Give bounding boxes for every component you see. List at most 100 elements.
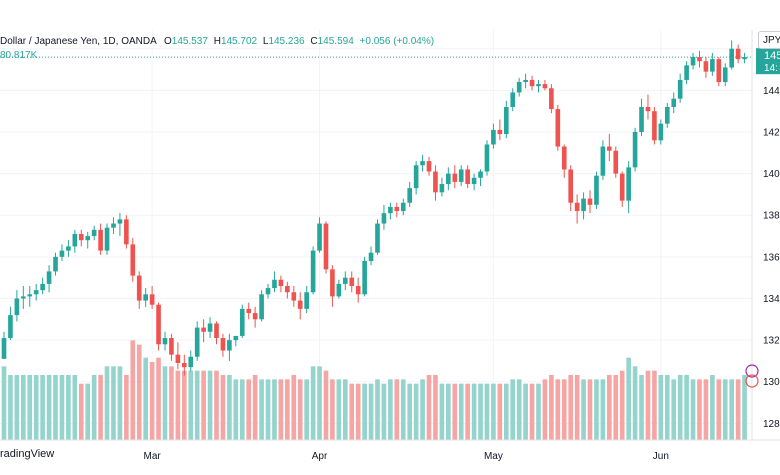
volume-bar — [130, 340, 136, 440]
volume-bar — [149, 362, 155, 440]
volume-bar — [587, 379, 593, 440]
volume-bar — [420, 379, 425, 440]
volume-bar — [426, 375, 432, 440]
close-value: 145.594 — [317, 36, 354, 47]
volume-bar — [684, 375, 689, 440]
volume-bar — [523, 383, 528, 440]
volume-bar — [400, 379, 406, 440]
volume-bar — [265, 379, 271, 440]
volume-bar — [388, 379, 393, 440]
candle-body — [201, 327, 206, 332]
volume-bar — [317, 366, 322, 440]
volume-bar — [452, 383, 458, 440]
x-tick-label: Mar — [143, 451, 161, 462]
last-price-label: 145 — [764, 50, 780, 62]
candle-body — [555, 109, 561, 147]
volume-bar — [8, 375, 13, 440]
y-tick-label: 140 — [763, 169, 780, 180]
grid-layer — [0, 30, 752, 440]
candle-body — [729, 48, 734, 68]
currency-button[interactable]: JPY — [758, 31, 780, 49]
candle-body — [523, 79, 528, 83]
candle-body — [175, 354, 181, 363]
candle-body — [207, 323, 213, 332]
symbol-title[interactable]: Dollar / Japanese Yen, 1D, OANDA — [0, 36, 157, 47]
volume-bar — [304, 379, 309, 440]
candle-body — [304, 292, 309, 309]
volume-bar — [677, 375, 683, 440]
candle-body — [162, 338, 168, 345]
candle-body — [246, 308, 252, 314]
volume-bar — [613, 375, 619, 440]
candle-body — [233, 335, 239, 341]
candle-body — [227, 340, 232, 351]
volume-bar — [503, 383, 509, 440]
candle-body — [716, 59, 722, 83]
candle-body — [742, 57, 747, 60]
volume-bar — [471, 383, 477, 440]
legend-row: Dollar / Japanese Yen, 1D, OANDA O145.53… — [0, 36, 434, 47]
candle-body — [478, 171, 483, 178]
candle-body — [27, 294, 33, 297]
candle-body — [59, 250, 65, 257]
volume-bar — [690, 379, 696, 440]
candle-body — [317, 223, 322, 251]
candle-body — [278, 279, 284, 286]
volume-bar — [272, 379, 277, 440]
candle-body — [272, 279, 277, 289]
volume-bar — [413, 383, 419, 440]
volume-bar — [91, 375, 97, 440]
candle-body — [188, 356, 194, 368]
volume-bar — [194, 370, 200, 440]
footer-brand[interactable]: radingView — [0, 448, 55, 460]
candle-body — [394, 206, 400, 212]
candle-body — [607, 146, 612, 151]
volume-bar — [639, 375, 644, 440]
candle-body — [529, 79, 535, 87]
candle-body — [516, 82, 522, 93]
volume-bar — [188, 370, 194, 440]
volume-bar — [136, 344, 142, 440]
last-price-badge: 145 14: — [756, 48, 780, 75]
y-tick-label: 132 — [763, 336, 780, 347]
volume-bar — [207, 370, 213, 440]
volume-bar — [529, 383, 535, 440]
y-axis-labels: 128130132134136138140142144146 — [763, 44, 780, 430]
candle-body — [104, 227, 110, 251]
candle-body — [626, 167, 631, 201]
volume-bar — [375, 379, 380, 440]
volume-bar — [574, 375, 580, 440]
volume-bar — [355, 383, 361, 440]
volume-bar — [336, 379, 342, 440]
volume-bar — [516, 379, 522, 440]
volume-bar — [446, 383, 451, 440]
candle-body — [697, 57, 702, 62]
candle-body — [471, 177, 477, 185]
vol-indicator-icons — [745, 364, 759, 388]
volume-bar — [549, 375, 554, 440]
candle-body — [587, 198, 593, 205]
candle-body — [336, 283, 342, 297]
candle-body — [53, 256, 58, 272]
volume-bar — [632, 366, 638, 440]
candle-layer — [1, 40, 747, 376]
y-tick-label: 128 — [763, 419, 780, 430]
candle-body — [465, 169, 470, 185]
candle-body — [330, 269, 335, 297]
candle-body — [46, 271, 52, 284]
candle-body — [72, 233, 78, 247]
low-value: 145.236 — [268, 36, 305, 47]
candle-body — [111, 223, 116, 228]
volume-bar — [72, 375, 78, 440]
volume-bar — [181, 370, 187, 440]
candle-body — [658, 123, 664, 141]
candle-body — [169, 338, 174, 355]
candle-body — [497, 129, 503, 135]
y-tick-label: 136 — [763, 252, 780, 263]
x-tick-label: Apr — [312, 451, 328, 462]
volume-bar — [555, 379, 561, 440]
x-axis-labels: MarAprMayJunJulAugSe — [143, 451, 668, 462]
volume-bar — [697, 379, 702, 440]
volume-legend: 80.817K — [0, 50, 38, 61]
